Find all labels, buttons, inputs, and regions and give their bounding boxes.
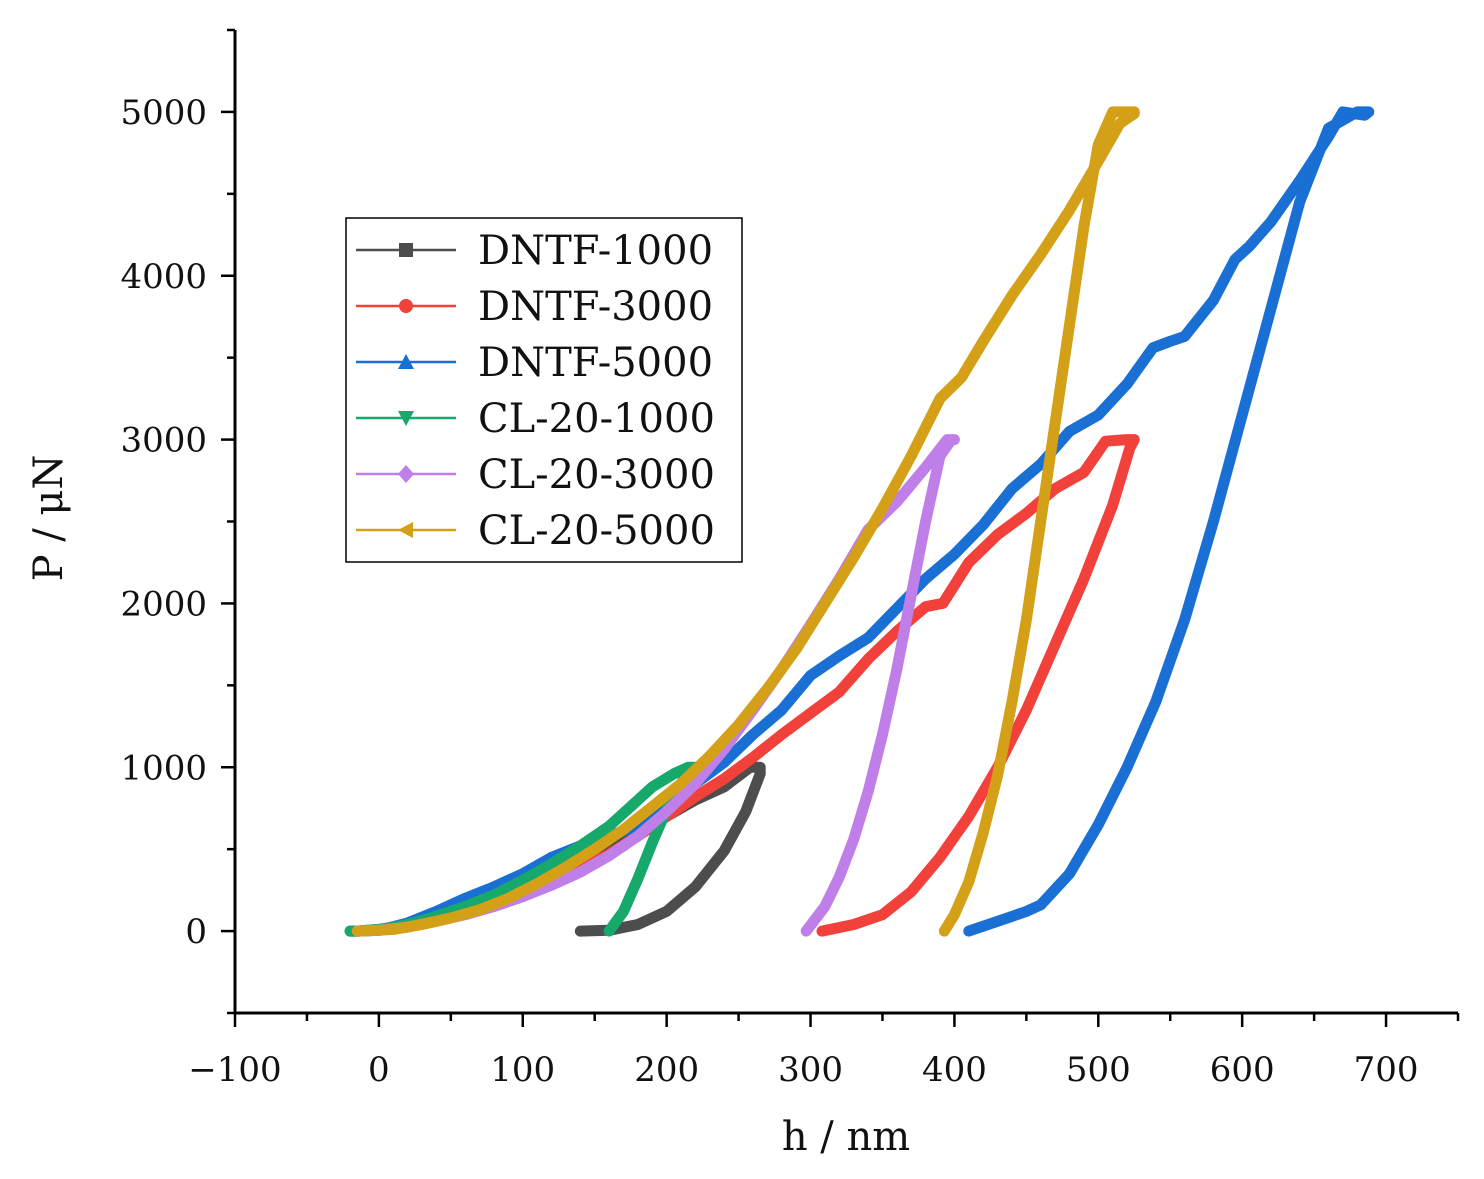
y-tick-label: 1000 — [120, 748, 207, 788]
y-tick-label: 4000 — [120, 257, 207, 297]
legend-label-cl-20-3000: CL-20-3000 — [478, 452, 715, 498]
y-tick-label: 2000 — [120, 584, 207, 624]
legend-marker-dntf-1000 — [399, 243, 413, 257]
legend-label-cl-20-5000: CL-20-5000 — [478, 508, 715, 554]
x-tick-label: 200 — [634, 1050, 699, 1090]
y-tick-label: 0 — [185, 912, 207, 952]
legend: DNTF-1000 DNTF-3000 DNTF-5000 CL-20-1000 CL-… — [345, 217, 743, 563]
legend-label-cl-20-1000: CL-20-1000 — [478, 396, 715, 442]
x-tick-label: 400 — [922, 1050, 987, 1090]
legend-label-dntf-5000: DNTF-5000 — [478, 340, 713, 386]
legend-marker-dntf-3000 — [399, 299, 413, 313]
x-tick-label: 0 — [368, 1050, 390, 1090]
legend-marker-cl-20-1000 — [398, 411, 414, 426]
x-tick-label: 300 — [778, 1050, 843, 1090]
legend-marker-cl-20-5000 — [398, 522, 413, 538]
x-axis-title: h / nm — [782, 1114, 910, 1160]
x-tick-label: 700 — [1354, 1050, 1419, 1090]
x-tick-label: 100 — [490, 1050, 555, 1090]
legend-marker-cl-20-3000 — [398, 465, 414, 483]
x-tick-label: −100 — [188, 1050, 281, 1090]
ticks-layer: −100 0 100 200 300 400 500 600 700 0 1000 2000 3000 4… — [120, 28, 1460, 1090]
legend-box — [345, 217, 743, 563]
x-tick-label: 500 — [1066, 1050, 1131, 1090]
legend-label-dntf-1000: DNTF-1000 — [478, 228, 713, 274]
curves-layer — [344, 106, 1375, 937]
series-line-cl-20-5000 — [351, 106, 1140, 937]
series-line-cl-20-1000 — [344, 761, 701, 937]
y-tick-label: 5000 — [120, 93, 207, 133]
legend-marker-dntf-5000 — [398, 354, 414, 369]
x-tick-label: 600 — [1210, 1050, 1275, 1090]
y-axis-title: P / μN — [26, 455, 72, 582]
legend-label-dntf-3000: DNTF-3000 — [478, 284, 713, 330]
y-tick-label: 3000 — [120, 421, 207, 461]
